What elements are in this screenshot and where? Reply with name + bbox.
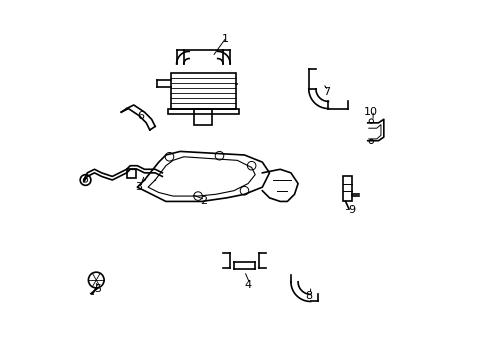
Bar <box>171 73 235 109</box>
Text: 7: 7 <box>323 87 329 98</box>
Bar <box>194 109 212 125</box>
Text: 9: 9 <box>347 205 354 215</box>
Text: 5: 5 <box>94 284 102 294</box>
Text: 1: 1 <box>221 34 228 44</box>
Text: 8: 8 <box>305 291 312 301</box>
Text: 2: 2 <box>200 197 206 206</box>
Bar <box>126 169 135 178</box>
Text: 10: 10 <box>364 107 378 117</box>
Bar <box>167 109 239 114</box>
Bar <box>342 176 351 202</box>
Text: 6: 6 <box>137 111 144 121</box>
Text: 4: 4 <box>244 280 251 291</box>
Text: 3: 3 <box>135 182 142 192</box>
